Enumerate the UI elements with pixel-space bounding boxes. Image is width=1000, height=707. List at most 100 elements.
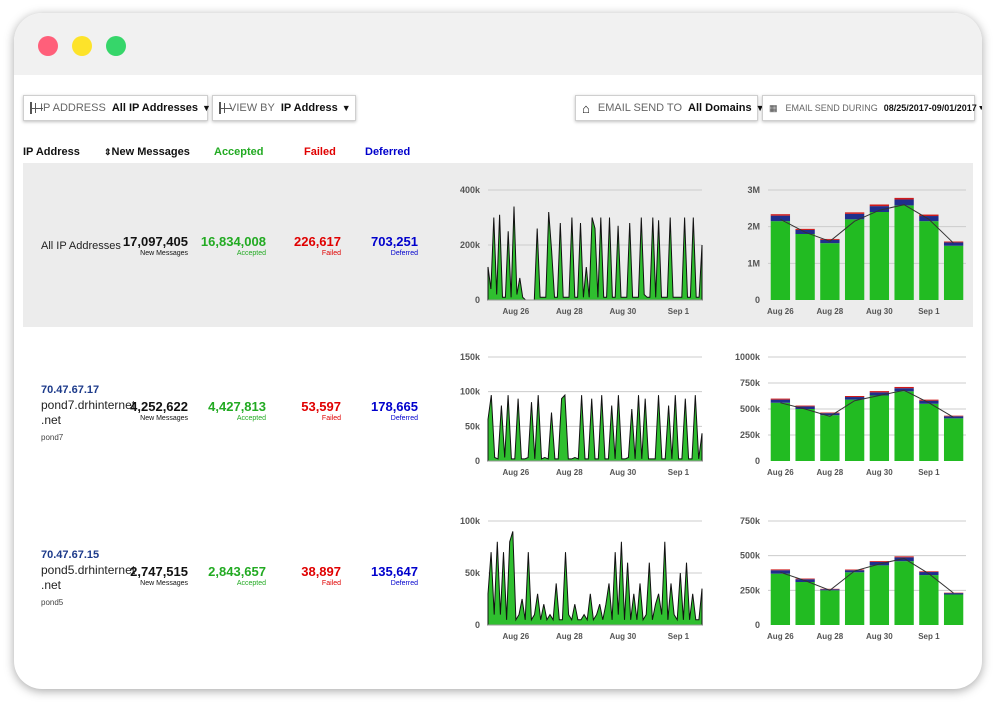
x-tick-label: Aug 30 — [866, 632, 893, 641]
bar-failed — [943, 241, 964, 243]
x-tick-label: Aug 26 — [502, 307, 529, 316]
bar-accepted — [795, 582, 815, 625]
bar-deferred — [894, 388, 914, 392]
bar-accepted — [894, 391, 914, 461]
bar-deferred — [770, 570, 791, 574]
y-tick-label: 100k — [460, 516, 481, 526]
x-tick-label: Aug 28 — [817, 307, 844, 316]
bar-deferred — [894, 557, 914, 562]
accepted-label: Accepted — [236, 580, 266, 587]
y-tick-label: 750k — [740, 516, 761, 526]
area-series — [487, 393, 703, 462]
bar-failed — [795, 405, 815, 407]
y-tick-label: 100k — [460, 387, 481, 397]
bar-accepted — [770, 221, 791, 300]
accepted-cell: 4,427,813 Accepted — [208, 399, 266, 422]
email-send-to-value: All Domains — [688, 102, 752, 114]
accepted-cell: 2,843,657 Accepted — [208, 564, 266, 587]
x-tick-label: Aug 28 — [556, 307, 583, 316]
y-tick-label: 0 — [475, 620, 480, 630]
bar-accepted — [919, 575, 939, 625]
bar-failed — [919, 571, 939, 573]
bar-failed — [869, 561, 890, 562]
messages-timeline-chart: 100k 50k 0 Aug 26 Aug 28 Aug 30 Sep 1 — [460, 516, 703, 641]
daily-volume-bar-chart: 1000k 750k 500k 250k 0 Aug 26 Aug 28 Aug 30 Sep … — [735, 352, 966, 477]
new-messages-label: New Messages — [140, 250, 188, 257]
header-failed[interactable]: Failed — [304, 146, 336, 158]
bar-accepted — [820, 243, 840, 300]
failed-value: 38,897 — [301, 564, 341, 579]
deferred-cell: 135,647 Deferred — [371, 564, 418, 587]
ip-address-filter-value: All IP Addresses — [111, 102, 199, 114]
bar-accepted — [820, 590, 840, 625]
view-by-filter[interactable]: VIEW BY IP Address ▼ — [212, 95, 356, 121]
deferred-label: Deferred — [390, 415, 418, 422]
bar-accepted — [894, 205, 914, 300]
header-new-messages-label: New Messages — [111, 146, 190, 158]
email-send-to-filter[interactable]: ⌂ EMAIL SEND TO All Domains ▼ — [575, 95, 765, 121]
chevron-down-icon: ▼ — [977, 104, 982, 112]
grid-icon — [30, 102, 43, 114]
y-tick-label: 250k — [740, 585, 761, 595]
header-new-messages[interactable]: ⇕New Messages — [104, 146, 190, 158]
failed-cell: 38,897 Failed — [301, 564, 341, 587]
bar-failed — [844, 569, 865, 571]
bar-deferred — [770, 215, 791, 222]
bar-accepted — [795, 234, 815, 300]
new-messages-value: 4,252,622 — [130, 399, 188, 414]
x-tick-label: Aug 26 — [767, 632, 794, 641]
x-tick-label: Aug 30 — [609, 632, 636, 641]
bar-failed — [844, 396, 865, 398]
y-tick-label: 0 — [475, 456, 480, 466]
x-tick-label: Aug 28 — [817, 468, 844, 477]
bar-deferred — [844, 397, 865, 400]
bar-deferred — [795, 406, 815, 409]
bar-accepted — [869, 565, 890, 625]
table-row[interactable]: 70.47.67.15 pond5.drhinternet .net pond5… — [23, 487, 973, 647]
header-ip-address[interactable]: IP Address — [23, 146, 80, 158]
ip-address-filter-label: IP ADDRESS — [40, 102, 106, 114]
bar-failed — [820, 412, 840, 414]
bar-failed — [894, 556, 914, 558]
y-tick-label: 1000k — [735, 352, 761, 362]
email-send-during-filter[interactable]: ▦ EMAIL SEND DURING 08/25/2017-09/01/201… — [762, 95, 982, 121]
ip-address-link[interactable]: 70.47.67.17 — [41, 384, 100, 396]
new-messages-cell: 17,097,405 New Messages — [123, 234, 188, 257]
bar-deferred — [869, 206, 890, 212]
bar-failed — [844, 212, 865, 214]
bar-deferred — [894, 199, 914, 206]
bar-failed — [820, 238, 840, 240]
y-tick-label: 2M — [747, 222, 760, 232]
x-tick-label: Aug 28 — [817, 632, 844, 641]
table-row[interactable]: 70.47.67.17 pond7.drhinternet .net pond7… — [23, 327, 973, 487]
chevron-down-icon: ▼ — [202, 103, 211, 113]
failed-label: Failed — [321, 250, 341, 257]
header-deferred[interactable]: Deferred — [365, 146, 411, 158]
bar-accepted — [869, 395, 890, 461]
view-by-filter-label: VIEW BY — [229, 102, 275, 114]
ip-address-link[interactable]: 70.47.67.15 — [41, 549, 100, 561]
ip-address-filter[interactable]: IP ADDRESS All IP Addresses ▼ — [23, 95, 211, 121]
minimize-window-button[interactable] — [72, 36, 92, 56]
y-tick-label: 50k — [465, 421, 481, 431]
new-messages-value: 17,097,405 — [122, 234, 188, 249]
failed-value: 53,597 — [301, 399, 341, 414]
bar-deferred — [820, 413, 840, 416]
x-tick-label: Sep 1 — [918, 632, 940, 641]
accepted-value: 16,834,008 — [200, 234, 266, 249]
bar-accepted — [795, 409, 815, 461]
y-tick-label: 0 — [475, 295, 480, 305]
x-tick-label: Sep 1 — [668, 632, 690, 641]
bar-failed — [943, 415, 964, 417]
bar-failed — [770, 398, 791, 400]
bar-failed — [795, 228, 815, 230]
title-bar — [14, 13, 982, 75]
close-window-button[interactable] — [38, 36, 58, 56]
y-tick-label: 500k — [740, 551, 761, 561]
bar-accepted — [919, 221, 939, 300]
maximize-window-button[interactable] — [106, 36, 126, 56]
header-accepted[interactable]: Accepted — [214, 146, 264, 158]
bar-accepted — [844, 399, 865, 461]
ip-cell: 70.47.67.15 pond5.drhinternet .net pond5 — [41, 548, 135, 610]
x-tick-label: Aug 30 — [866, 468, 893, 477]
